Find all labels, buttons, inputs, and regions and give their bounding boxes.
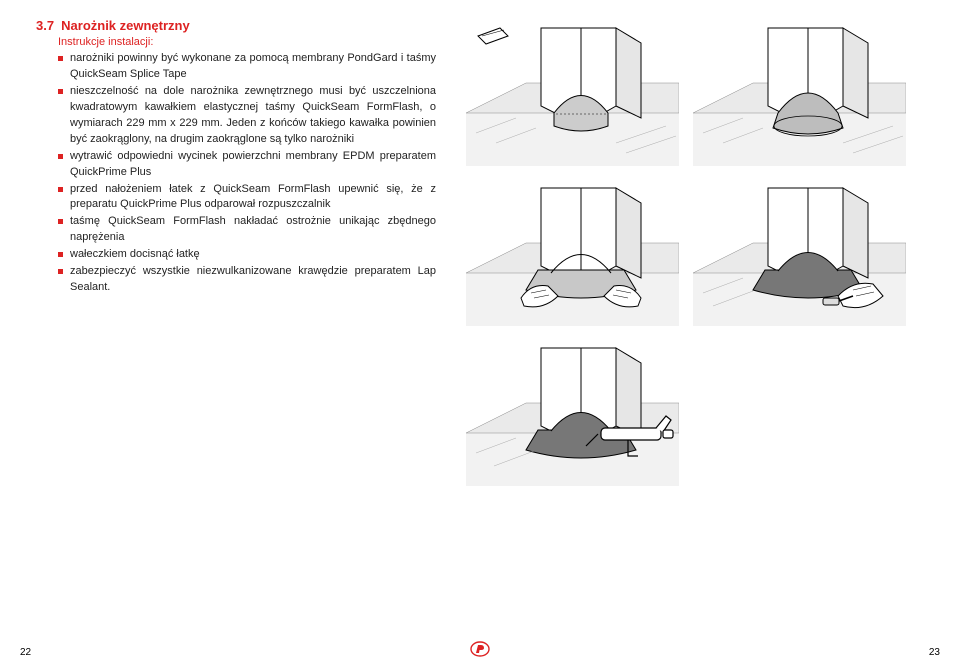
list-item: wałeczkiem docisnąć łatkę	[58, 247, 436, 263]
list-item: wytrawić odpowiedni wycinek powierzchni …	[58, 149, 436, 181]
illustration-step-3	[466, 178, 679, 326]
section-number: 3.7	[36, 18, 54, 33]
list-item: zabezpieczyć wszystkie niezwulkanizowane…	[58, 264, 436, 296]
illustration-empty	[693, 338, 906, 486]
footer-logo-icon	[469, 641, 491, 660]
list-item: narożniki powinny być wykonane za pomocą…	[58, 51, 436, 83]
list-item: taśmę QuickSeam FormFlash nakładać ostro…	[58, 214, 436, 246]
illustration-step-5	[466, 338, 679, 486]
instruction-list: narożniki powinny być wykonane za pomocą…	[58, 51, 436, 296]
illustration-step-4	[693, 178, 906, 326]
page-number-left: 22	[20, 647, 31, 658]
text-column: 3.7 Narożnik zewnętrzny Instrukcje insta…	[36, 18, 436, 486]
list-item: nieszczelność na dole narożnika zewnętrz…	[58, 84, 436, 148]
section-subheading: Instrukcje instalacji:	[58, 36, 436, 48]
illustration-column	[466, 18, 906, 486]
page-number-right: 23	[929, 647, 940, 658]
illustration-step-1	[466, 18, 679, 166]
list-item: przed nałożeniem łatek z QuickSeam FormF…	[58, 182, 436, 214]
section-title: Narożnik zewnętrzny	[61, 18, 190, 33]
illustration-step-2	[693, 18, 906, 166]
section-heading: 3.7 Narożnik zewnętrzny	[36, 18, 436, 33]
